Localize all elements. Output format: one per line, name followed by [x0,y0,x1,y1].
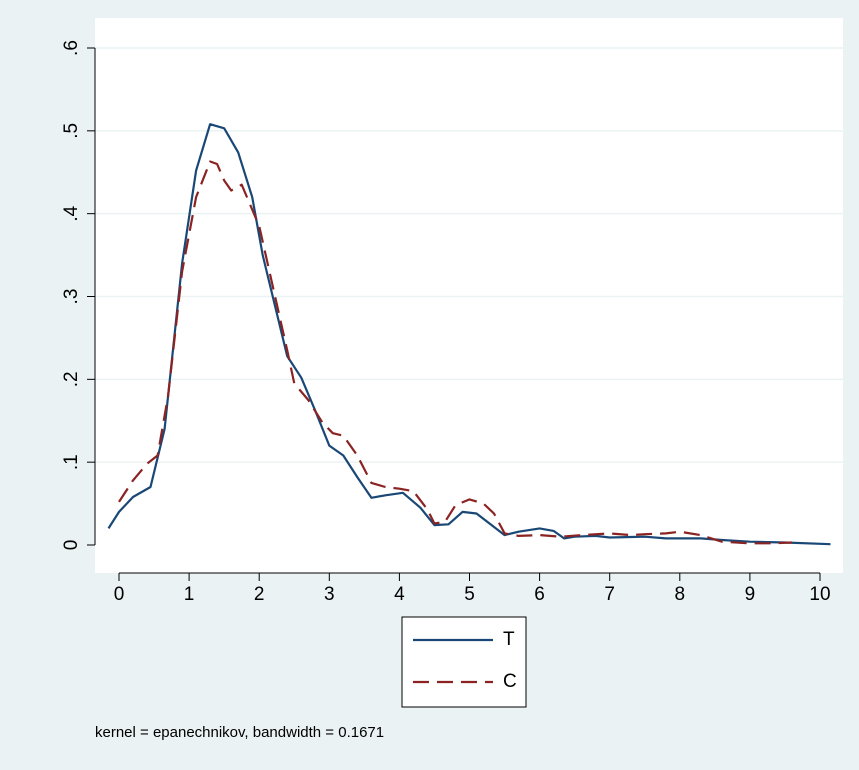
x-tick-label: 6 [534,584,545,605]
x-tick-label: 0 [114,584,125,605]
x-tick-label: 7 [604,584,615,605]
axes: 0 .1 .2 .3 .4 .5 .6 0 1 2 3 4 5 6 7 8 9 10 [61,40,831,605]
gridlines [95,47,843,463]
x-tick-label: 4 [394,584,405,605]
x-tick-label: 1 [184,584,195,605]
y-tick-label: .6 [61,40,82,56]
legend: TC [401,616,527,708]
y-tick-label: .1 [61,454,82,470]
chart-note: kernel = epanechnikov, bandwidth = 0.167… [95,724,384,741]
y-tick-label: .3 [61,289,82,305]
legend-label-C: C [503,671,517,692]
x-tick-label: 5 [464,584,475,605]
x-tick-label: 3 [324,584,335,605]
y-tick-label: .2 [61,371,82,387]
series-line-C [118,160,793,545]
y-tick-label: .4 [61,205,82,221]
x-tick-label: 9 [745,584,756,605]
x-tick-label: 8 [675,584,686,605]
series-line-T [107,123,831,546]
legend-label-T: T [503,629,515,650]
y-tick-label: 0 [61,540,82,551]
x-tick-label: 10 [809,584,830,605]
legend-box [401,616,527,708]
y-tick-label: .5 [61,123,82,139]
x-tick-label: 2 [254,584,265,605]
plot-area [95,18,843,573]
series-lines [107,123,831,546]
